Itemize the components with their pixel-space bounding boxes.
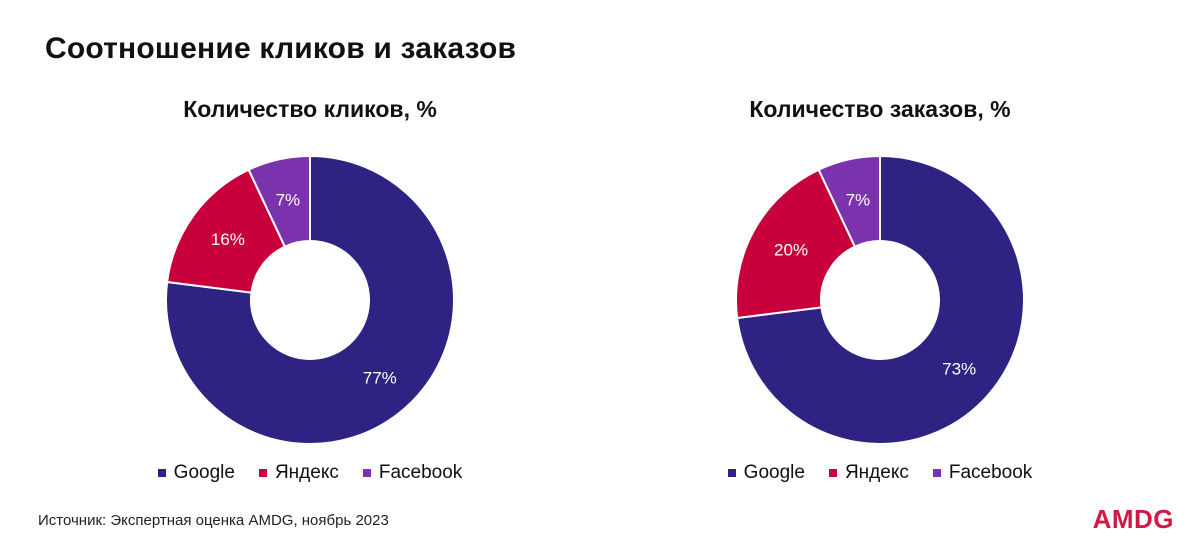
- slice-yandex: [735, 168, 857, 320]
- clicks-donut: 77% 16% 7%: [165, 154, 455, 445]
- slice-label-facebook: 7%: [276, 190, 301, 209]
- legend-swatch-google: [727, 469, 736, 477]
- clicks-chart: Количество кликов, % 77% 16% 7% Google Янд…: [50, 90, 570, 500]
- legend-label-google: Google: [173, 462, 235, 483]
- legend-label-facebook: Facebook: [378, 462, 463, 483]
- legend-label-facebook: Facebook: [948, 462, 1033, 483]
- legend-item-facebook: Facebook: [362, 462, 463, 484]
- slice-yandex: [166, 168, 287, 294]
- brand-logo: AMDG: [1092, 504, 1174, 534]
- legend-swatch-yandex: [828, 469, 837, 477]
- orders-chart: Количество заказов, % 73% 20% 7% Google Ян…: [620, 90, 1140, 500]
- clicks-chart-title: Количество кликов, %: [183, 96, 437, 122]
- orders-chart-title: Количество заказов, %: [749, 96, 1011, 122]
- slice-label-google: 73%: [942, 359, 976, 378]
- orders-legend: Google Яндекс Facebook: [620, 462, 1140, 484]
- slice-label-google: 77%: [363, 369, 397, 388]
- slice-label-yandex: 20%: [774, 241, 808, 260]
- orders-donut: 73% 20% 7%: [735, 154, 1025, 445]
- slice-label-facebook: 7%: [846, 190, 871, 209]
- legend-label-yandex: Яндекс: [274, 462, 339, 483]
- slice-google: [165, 154, 455, 445]
- legend-item-facebook: Facebook: [932, 462, 1033, 484]
- legend-label-yandex: Яндекс: [844, 462, 909, 483]
- legend-item-yandex: Яндекс: [828, 462, 909, 484]
- source-note: Источник: Экспертная оценка AMDG, ноябрь…: [38, 512, 389, 529]
- legend-swatch-yandex: [258, 469, 267, 477]
- legend-label-google: Google: [743, 462, 805, 483]
- slice-label-yandex: 16%: [211, 230, 245, 249]
- page-title: Соотношение кликов и заказов: [45, 32, 517, 65]
- legend-swatch-google: [157, 469, 166, 477]
- legend-swatch-facebook: [362, 469, 371, 477]
- slice-facebook: [817, 154, 881, 248]
- legend-swatch-facebook: [932, 469, 941, 477]
- legend-item-google: Google: [727, 462, 805, 484]
- clicks-legend: Google Яндекс Facebook: [50, 462, 570, 484]
- slice-google: [736, 154, 1025, 445]
- slice-facebook: [247, 154, 311, 248]
- legend-item-google: Google: [157, 462, 235, 484]
- legend-item-yandex: Яндекс: [258, 462, 339, 484]
